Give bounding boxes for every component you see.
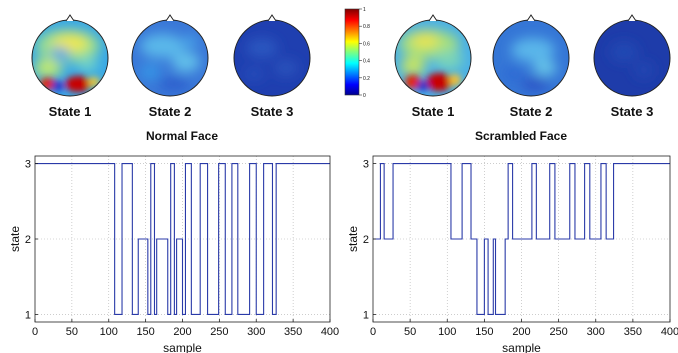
x-tick-label: 350 — [284, 326, 302, 338]
x-tick-label: 100 — [100, 326, 118, 338]
x-axis-label: sample — [163, 341, 202, 353]
colorbar-tick-label: 1 — [363, 7, 366, 13]
topomap-left-state-1 — [31, 14, 109, 97]
topomap-right-state-1 — [394, 14, 472, 97]
x-tick-label: 50 — [66, 326, 78, 338]
chart-scrambled-face: Scrambled Face 0 50 100 150 200 250 300 350 400 1 2… — [346, 129, 678, 353]
topomap-right-state-3 — [593, 14, 671, 97]
x-tick-label: 100 — [438, 326, 456, 338]
x-tick-label: 250 — [210, 326, 228, 338]
topomap-left-state-3 — [233, 14, 311, 97]
topomap-left-label-3: State 3 — [251, 104, 294, 119]
y-axis-label: state — [8, 226, 22, 252]
y-tick-label: 3 — [363, 159, 369, 171]
colorbar-tick-label: 0 — [363, 93, 366, 99]
series-line — [373, 162, 670, 316]
chart-title: Scrambled Face — [475, 129, 567, 143]
chart-normal-face: Normal Face 0 50 100 150 200 250 300 350 400 1 2 3 sa… — [8, 129, 339, 353]
x-tick-label: 350 — [624, 326, 642, 338]
topomap-right-state-2 — [492, 14, 570, 97]
x-tick-label: 250 — [549, 326, 567, 338]
chart-title: Normal Face — [146, 129, 218, 143]
colorbar: 1 0.8 0.6 0.4 0.2 0 — [344, 7, 370, 99]
x-tick-label: 200 — [512, 326, 530, 338]
colorbar-tick-label: 0.4 — [363, 59, 370, 65]
x-tick-label: 150 — [136, 326, 154, 338]
y-tick-label: 2 — [25, 234, 31, 246]
x-tick-label: 400 — [321, 326, 339, 338]
series-line — [35, 162, 330, 316]
x-axis-label: sample — [502, 341, 541, 353]
y-tick-label: 1 — [25, 309, 31, 321]
x-tick-label: 0 — [370, 326, 376, 338]
x-tick-label: 50 — [404, 326, 416, 338]
x-tick-label: 300 — [587, 326, 605, 338]
topomap-left-label-1: State 1 — [49, 104, 92, 119]
x-tick-label: 200 — [173, 326, 191, 338]
x-tick-label: 150 — [475, 326, 493, 338]
colorbar-tick-label: 0.8 — [363, 24, 370, 30]
colorbar-tick-label: 0.6 — [363, 41, 370, 47]
x-tick-label: 400 — [661, 326, 678, 338]
topomap-left-label-2: State 2 — [149, 104, 192, 119]
y-axis-label: state — [346, 226, 360, 252]
y-tick-label: 2 — [363, 234, 369, 246]
topomap-right-label-1: State 1 — [412, 104, 455, 119]
topomap-right-label-2: State 2 — [510, 104, 553, 119]
x-tick-label: 300 — [247, 326, 265, 338]
y-tick-label: 1 — [363, 309, 369, 321]
x-tick-label: 0 — [32, 326, 38, 338]
y-tick-label: 3 — [25, 159, 31, 171]
colorbar-tick-label: 0.2 — [363, 76, 370, 82]
topomap-left-state-2 — [131, 14, 209, 97]
topomap-right-label-3: State 3 — [611, 104, 654, 119]
